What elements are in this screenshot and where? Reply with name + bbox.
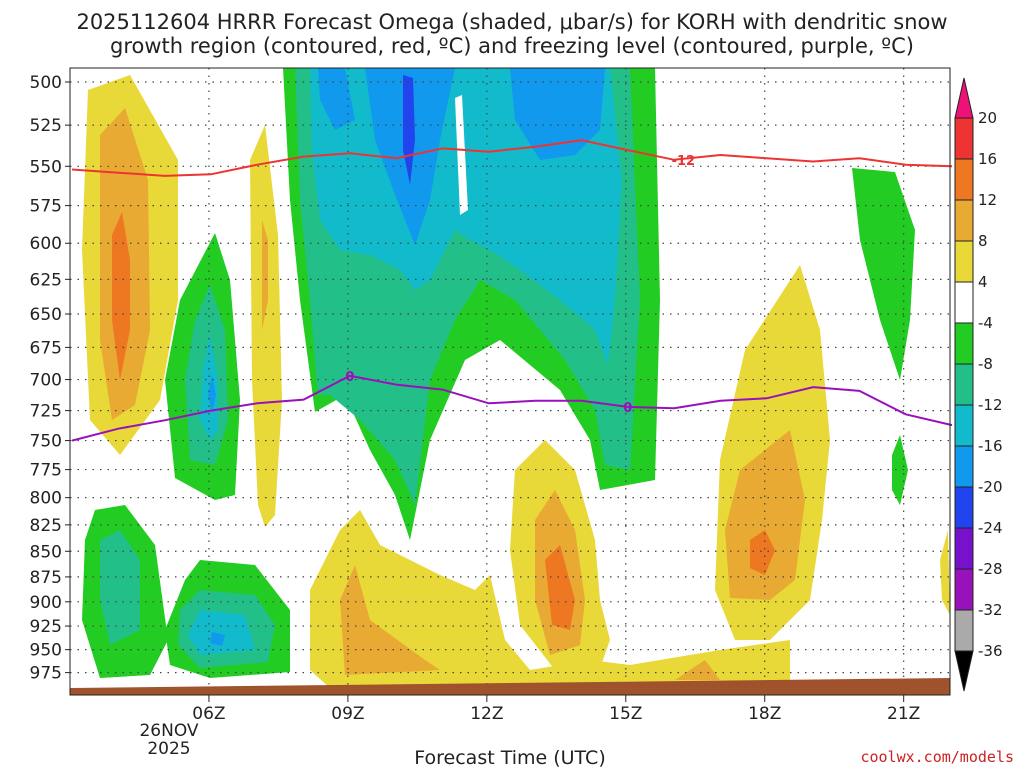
pressure-tick-label: 950	[30, 641, 62, 661]
omega-fill-neg12	[188, 610, 255, 655]
omega-fill-pos12	[112, 212, 130, 380]
omega-fill-neg4	[852, 168, 915, 380]
colorbar-label: 12	[978, 191, 997, 209]
pressure-axis: 500 525 550 575 600 625 650 675 700 725 750 775 800 8…	[30, 73, 70, 684]
omega-fill-pos8	[262, 220, 268, 330]
colorbar-label: -4	[978, 314, 993, 332]
colorbar-label: -32	[978, 601, 1003, 619]
colorbar-label: 20	[978, 109, 997, 127]
time-tick-label: 09Z	[331, 704, 364, 724]
colorbar-label: -24	[978, 519, 1003, 537]
colorbar-label: -20	[978, 478, 1003, 496]
colorbar-label: -16	[978, 437, 1003, 455]
pressure-tick-label: 500	[30, 73, 62, 93]
x-axis-label: Forecast Time (UTC)	[414, 747, 605, 768]
freezing-level-label: 0	[345, 370, 354, 385]
colorbar-top-arrow	[954, 77, 974, 119]
colorbar-swatch	[954, 445, 974, 488]
colorbar-swatch	[954, 240, 974, 283]
dgz-contour-line	[71, 139, 953, 177]
colorbar-label: 8	[978, 232, 988, 250]
pressure-tick-label: 775	[30, 461, 62, 481]
pressure-tick-label: 800	[30, 489, 62, 509]
omega-shading	[82, 68, 950, 688]
colorbar-label: -12	[978, 396, 1003, 414]
pressure-tick-label: 750	[30, 432, 62, 452]
omega-fill-pos4	[250, 125, 282, 527]
colorbar-label: 16	[978, 150, 997, 168]
colorbar-swatch	[954, 404, 974, 447]
freezing-level-line	[71, 374, 953, 442]
chart-title-line-1: 2025112604 HRRR Forecast Omega (shaded, …	[76, 10, 947, 34]
pressure-tick-label: 575	[30, 197, 62, 217]
pressure-tick-label: 875	[30, 568, 62, 588]
colorbar-swatch	[954, 363, 974, 406]
time-tick-label: 15Z	[609, 704, 642, 724]
date-label-day: 26NOV	[139, 721, 198, 741]
pressure-tick-label: 625	[30, 270, 62, 290]
colorbar-label: -36	[978, 642, 1003, 660]
omega-colorbar: 20 16 12 8 4 -4 -8 -12 -16 -20 -24 -28 -32 -36	[954, 77, 1003, 692]
time-tick-label: 12Z	[470, 704, 503, 724]
omega-fill-neg8	[100, 530, 140, 645]
pressure-tick-label: 600	[30, 234, 62, 254]
omega-fill-pos8	[340, 565, 440, 675]
chart-title-line-2: growth region (contoured, red, ºC) and f…	[110, 34, 914, 58]
colorbar-swatch	[954, 322, 974, 365]
pressure-tick-label: 700	[30, 371, 62, 391]
credit-text: coolwx.com/models	[860, 748, 1014, 766]
time-axis: 06Z 09Z 12Z 15Z 18Z 21Z	[192, 695, 920, 724]
omega-fill-pos8	[725, 430, 805, 600]
omega-fill-neg16	[210, 632, 225, 646]
colorbar-swatch	[954, 117, 974, 160]
colorbar-swatch	[954, 527, 974, 570]
pressure-tick-label: 550	[30, 157, 62, 177]
date-label-year: 2025	[147, 739, 190, 759]
colorbar-swatch	[954, 568, 974, 611]
colorbar-bottom-arrow	[954, 650, 974, 692]
omega-fill-neg20	[403, 75, 415, 185]
pressure-tick-label: 725	[30, 402, 62, 422]
colorbar-swatch	[954, 158, 974, 201]
colorbar-swatch	[954, 486, 974, 529]
time-tick-label: 18Z	[748, 704, 781, 724]
omega-fill-neg4	[892, 435, 908, 505]
pressure-tick-label: 900	[30, 593, 62, 613]
omega-fill-neg16	[510, 68, 605, 160]
colorbar-swatch	[954, 281, 974, 324]
colorbar-label: -8	[978, 355, 993, 373]
time-tick-label: 21Z	[887, 704, 920, 724]
colorbar-swatch	[954, 199, 974, 242]
omega-fill-pos12	[545, 545, 575, 630]
colorbar-label: -28	[978, 560, 1003, 578]
omega-fill-pos12	[750, 530, 775, 575]
pressure-tick-label: 525	[30, 116, 62, 136]
dgz-contour-label: -12	[672, 154, 696, 169]
colorbar-swatch	[954, 609, 974, 652]
plot-area: -12 00	[69, 67, 953, 696]
plot-frame	[69, 67, 951, 696]
colorbar-label: 4	[978, 273, 988, 291]
omega-fill-zero	[455, 95, 468, 215]
omega-fill-pos8	[675, 660, 720, 680]
pressure-tick-label: 850	[30, 542, 62, 562]
time-tick-label: 06Z	[192, 704, 225, 724]
pressure-tick-label: 925	[30, 617, 62, 637]
omega-fill-neg16	[208, 375, 216, 412]
pressure-tick-label: 825	[30, 516, 62, 536]
pressure-tick-label: 975	[30, 664, 62, 684]
freezing-level-labels: 00	[345, 370, 632, 416]
terrain-ground	[70, 678, 950, 695]
pressure-tick-label: 675	[30, 338, 62, 358]
pressure-tick-label: 650	[30, 305, 62, 325]
omega-fill-neg16	[318, 68, 355, 130]
freezing-level-label: 0	[623, 401, 632, 416]
omega-fill-pos4	[310, 510, 790, 688]
omega-fill-neg12	[200, 335, 218, 440]
